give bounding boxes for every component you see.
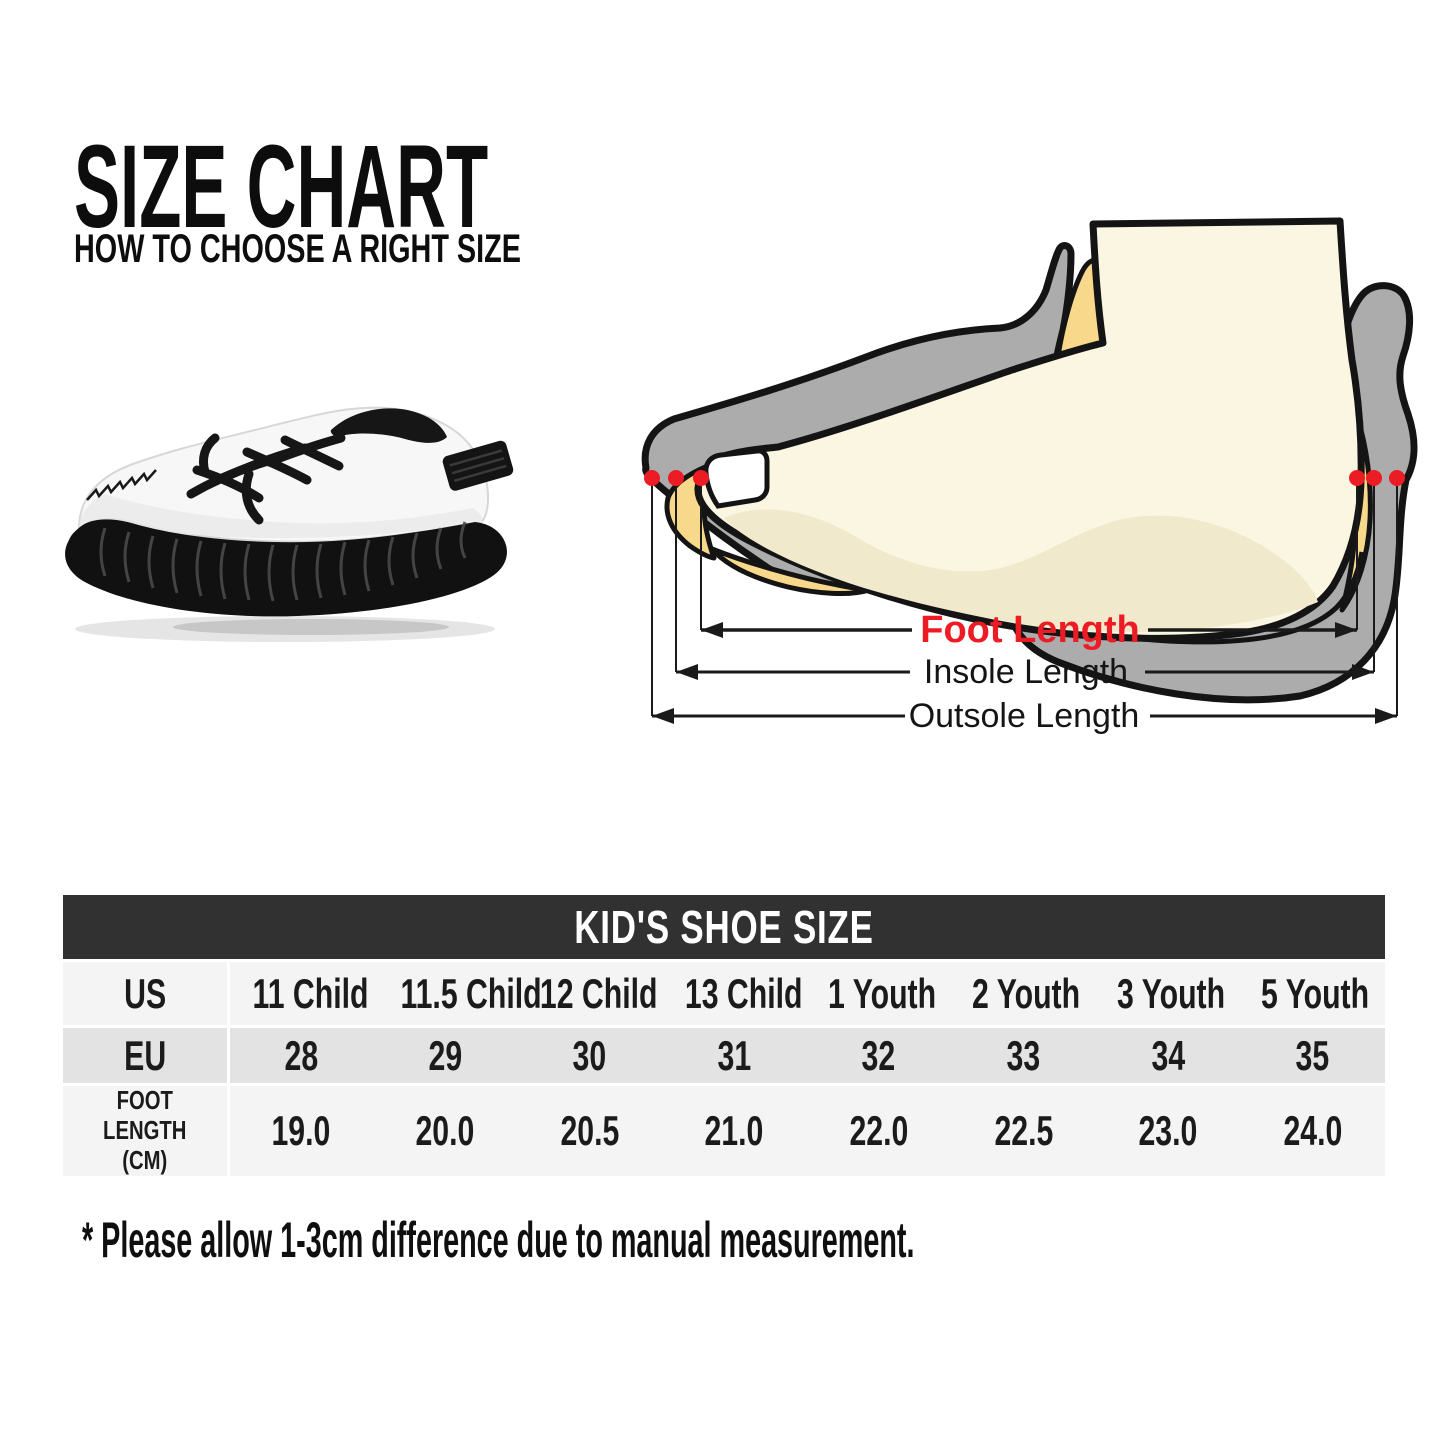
cell-fl-0: 19.0 [271, 1106, 331, 1154]
measurement-footnote: * Please allow 1-3cm difference due to m… [82, 1212, 915, 1268]
cell-eu-2: 30 [572, 1031, 607, 1079]
cell-eu-7: 35 [1295, 1031, 1330, 1079]
measurement-guide-lines [651, 480, 1398, 716]
page-subtitle: HOW TO CHOOSE A RIGHT SIZE [74, 227, 521, 271]
cell-us-1: 11.5 Child [400, 969, 542, 1017]
cell-us-4: 1 Youth [827, 969, 936, 1017]
cell-eu-1: 29 [428, 1031, 462, 1079]
outsole-length-label: Outsole Length [909, 697, 1140, 735]
foot-measurement-diagram: Foot Length Insole Length Outsole Length [641, 217, 1418, 735]
cell-eu-4: 32 [861, 1031, 896, 1079]
cell-us-3: 13 Child [684, 969, 803, 1017]
cell-us-2: 12 Child [540, 969, 658, 1017]
sneaker-heel-tab [442, 440, 514, 491]
cell-fl-3: 21.0 [704, 1106, 764, 1154]
cell-fl-7: 24.0 [1283, 1106, 1343, 1154]
table-row-us: US 11 Child 11.5 Child 12 Child 13 Child… [63, 959, 1385, 1027]
sneaker-image [65, 406, 514, 642]
cell-eu-5: 33 [1006, 1031, 1041, 1079]
cell-us-5: 2 Youth [972, 969, 1081, 1017]
row-label-foot-length: FOOT LENGTH (CM) [103, 1085, 187, 1175]
cell-us-0: 11 Child [252, 969, 369, 1017]
toenail-shape [703, 448, 770, 509]
outsole-length-arrow [652, 708, 1397, 724]
cell-us-7: 5 Youth [1261, 969, 1370, 1017]
row-label-eu: EU [123, 1031, 166, 1079]
insole-length-arrow [676, 664, 1374, 680]
sneaker-sole-ribs [99, 521, 467, 602]
foot-sole-shade [724, 509, 1318, 633]
sneaker-laces [186, 433, 346, 525]
insole-length-label: Insole Length [924, 653, 1128, 691]
sneaker-toe-stitching-icon [86, 469, 157, 501]
cell-fl-6: 23.0 [1138, 1106, 1198, 1154]
cell-eu-6: 34 [1151, 1031, 1185, 1079]
measurement-markers [644, 470, 1405, 486]
table-row-eu: EU 28 29 30 31 32 33 34 35 [63, 1025, 1385, 1085]
cell-fl-4: 22.0 [849, 1106, 909, 1154]
row-label-us: US [123, 969, 166, 1017]
cell-fl-5: 22.5 [994, 1106, 1053, 1154]
table-title: KID'S SHOE SIZE [574, 901, 874, 953]
cell-fl-2: 20.5 [560, 1106, 619, 1154]
cell-us-6: 3 Youth [1116, 969, 1225, 1017]
cell-fl-1: 20.0 [415, 1106, 475, 1154]
cell-eu-0: 28 [284, 1031, 318, 1079]
table-row-foot-length: FOOT LENGTH (CM) 19.0 20.0 20.5 21.0 22.… [63, 1082, 1385, 1176]
cell-eu-3: 31 [717, 1031, 752, 1079]
table-title-bar: KID'S SHOE SIZE [63, 895, 1385, 961]
sneaker-collar [330, 408, 447, 443]
size-table: KID'S SHOE SIZE US 11 Child 11.5 Child 1… [63, 895, 1385, 1176]
sneaker-upper-shading [79, 494, 483, 539]
foot-length-arrow [701, 622, 1357, 638]
sneaker-shadow [75, 616, 495, 642]
page-title: SIZE CHART [74, 121, 489, 253]
foot-length-label: Foot Length [920, 609, 1139, 651]
